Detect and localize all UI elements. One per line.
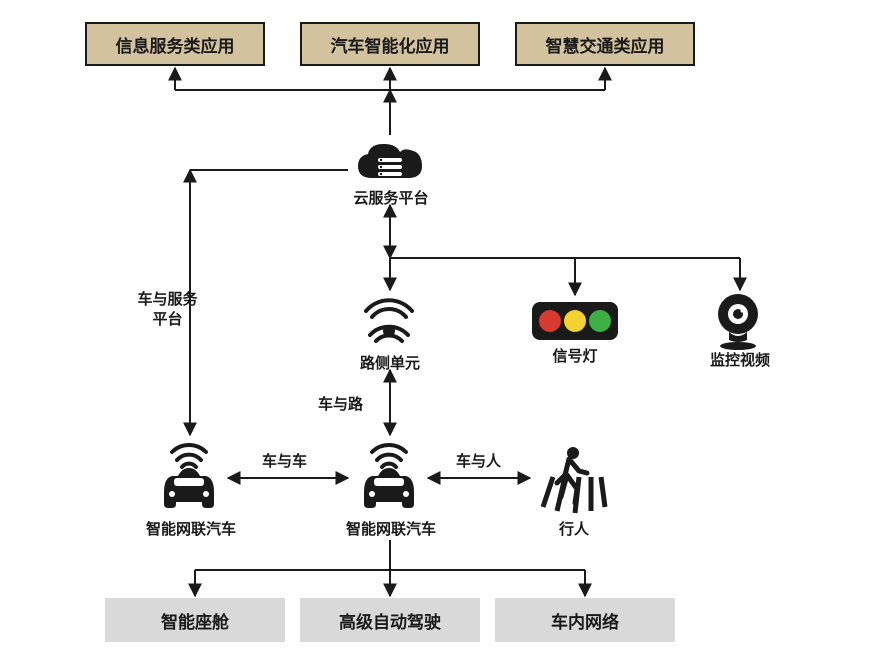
- cloud-label: 云服务平台: [353, 187, 429, 208]
- camera-icon: [705, 292, 771, 355]
- app-box-auto-intelligence: 汽车智能化应用: [300, 22, 480, 66]
- connected-car-icon: [150, 438, 228, 521]
- edge-label-v2v: 车与车: [262, 450, 307, 471]
- pedestrian-icon: [535, 445, 613, 522]
- feature-box-cockpit: 智能座舱: [105, 598, 285, 642]
- connected-car-icon: [350, 438, 428, 521]
- feature-box-label: 车内网络: [551, 608, 619, 633]
- antenna-icon: [358, 293, 420, 356]
- car1-label: 智能网联汽车: [143, 518, 239, 539]
- diagram-stage: 信息服务类应用 汽车智能化应用 智慧交通类应用 云服务平台 路侧单元: [0, 0, 875, 665]
- feature-box-label: 高级自动驾驶: [339, 608, 441, 633]
- pedestrian-label: 行人: [558, 518, 590, 539]
- camera-label: 监控视频: [708, 349, 772, 370]
- edge-label-v2p: 车与人: [456, 450, 501, 471]
- car2-label: 智能网联汽车: [343, 518, 439, 539]
- cloud-icon: [352, 138, 428, 193]
- rsu-label: 路侧单元: [359, 352, 421, 373]
- edge-label-v2r: 车与路: [318, 393, 363, 414]
- app-box-label: 信息服务类应用: [116, 32, 235, 57]
- app-box-label: 智慧交通类应用: [546, 32, 665, 57]
- app-box-info-service: 信息服务类应用: [85, 22, 265, 66]
- traffic-light-label: 信号灯: [551, 345, 599, 366]
- feature-box-label: 智能座舱: [161, 608, 229, 633]
- app-box-label: 汽车智能化应用: [331, 32, 450, 57]
- traffic-light-icon: [530, 300, 620, 347]
- feature-box-in-vehicle-network: 车内网络: [495, 598, 675, 642]
- app-box-smart-traffic: 智慧交通类应用: [515, 22, 695, 66]
- edge-label-v2platform: 车与服务 平台: [130, 290, 205, 329]
- feature-box-autonomous: 高级自动驾驶: [300, 598, 480, 642]
